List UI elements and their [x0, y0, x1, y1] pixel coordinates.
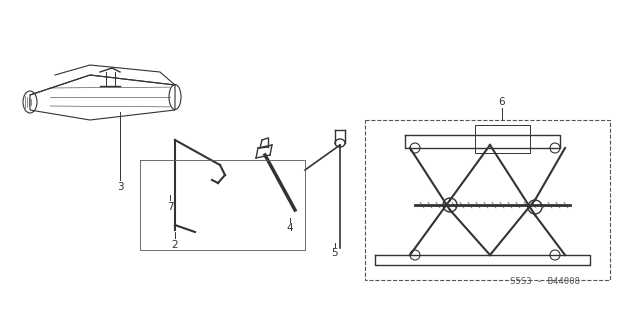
Ellipse shape: [410, 143, 420, 153]
Text: 5: 5: [332, 248, 339, 258]
Bar: [365, 120, 610, 280]
Ellipse shape: [410, 250, 420, 260]
Text: 4: 4: [287, 223, 293, 233]
Ellipse shape: [550, 250, 560, 260]
Bar: [475, 125, 530, 153]
Text: S5S3 - B44008: S5S3 - B44008: [510, 278, 580, 286]
Text: 7: 7: [166, 202, 173, 212]
Ellipse shape: [550, 143, 560, 153]
Text: 3: 3: [116, 182, 124, 192]
Text: 2: 2: [172, 240, 179, 250]
Text: 6: 6: [499, 97, 506, 107]
Ellipse shape: [443, 198, 457, 212]
Ellipse shape: [528, 200, 542, 214]
